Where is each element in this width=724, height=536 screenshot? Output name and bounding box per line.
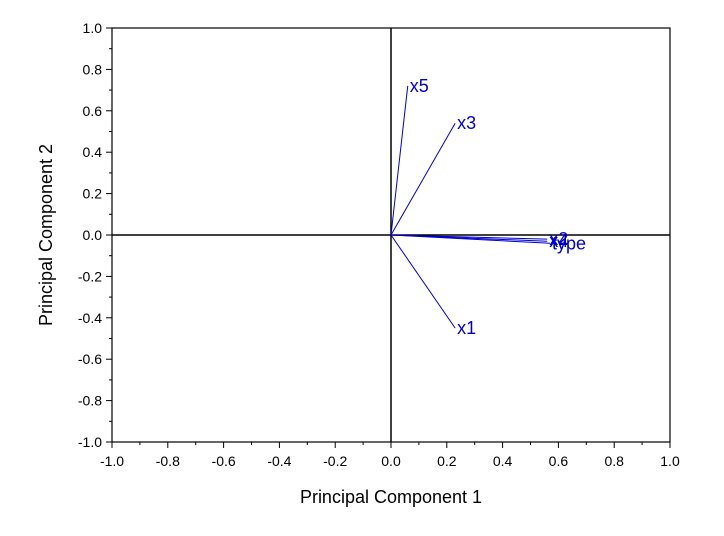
vector-label-x3: x3 <box>457 113 476 133</box>
y-tick-label: 0.2 <box>83 186 103 202</box>
y-tick-label: 0.6 <box>83 103 103 119</box>
y-tick-label: -0.2 <box>78 268 102 284</box>
x-tick-label: 0.6 <box>549 453 569 469</box>
vector-label-x1: x1 <box>457 318 476 338</box>
y-tick-label: 1.0 <box>83 20 103 36</box>
vector-label-x4: x4 <box>549 231 568 251</box>
x-tick-label: 0.2 <box>437 453 457 469</box>
x-tick-label: -1.0 <box>100 453 124 469</box>
x-tick-label: 0.8 <box>604 453 624 469</box>
vector-line-x5 <box>390 85 409 236</box>
y-tick-label: 0.4 <box>83 144 103 160</box>
y-tick-label: 0.8 <box>83 61 103 77</box>
y-tick-label: -0.4 <box>78 310 102 326</box>
x-tick-label: 0.0 <box>381 453 401 469</box>
y-tick-label: -1.0 <box>78 434 102 450</box>
x-tick-label: -0.6 <box>212 453 236 469</box>
y-tick-label: -0.8 <box>78 393 102 409</box>
y-tick-label: 0.0 <box>83 227 103 243</box>
x-tick-label: 1.0 <box>660 453 680 469</box>
y-tick-label: -0.6 <box>78 351 102 367</box>
x-tick-label: -0.8 <box>156 453 180 469</box>
x-tick-label: 0.4 <box>493 453 513 469</box>
vector-line-x1 <box>390 234 456 329</box>
vector-label-x2: x2 <box>549 229 568 249</box>
y-axis-title: Principal Component 2 <box>36 144 56 326</box>
vector-label-type: type <box>552 233 586 253</box>
x-tick-label: -0.2 <box>323 453 347 469</box>
vector-label-x5: x5 <box>410 76 429 96</box>
vector-line-type <box>390 234 551 244</box>
vector-line-x3 <box>390 122 456 236</box>
x-axis-title: Principal Component 1 <box>300 487 482 507</box>
x-tick-label: -0.4 <box>267 453 291 469</box>
axis-ticks: -1.0 -0.8 -0.6 -0.4 -0.2 0.0 0.2 0.4 0.6 0.8 1.0 -1… <box>78 20 680 469</box>
